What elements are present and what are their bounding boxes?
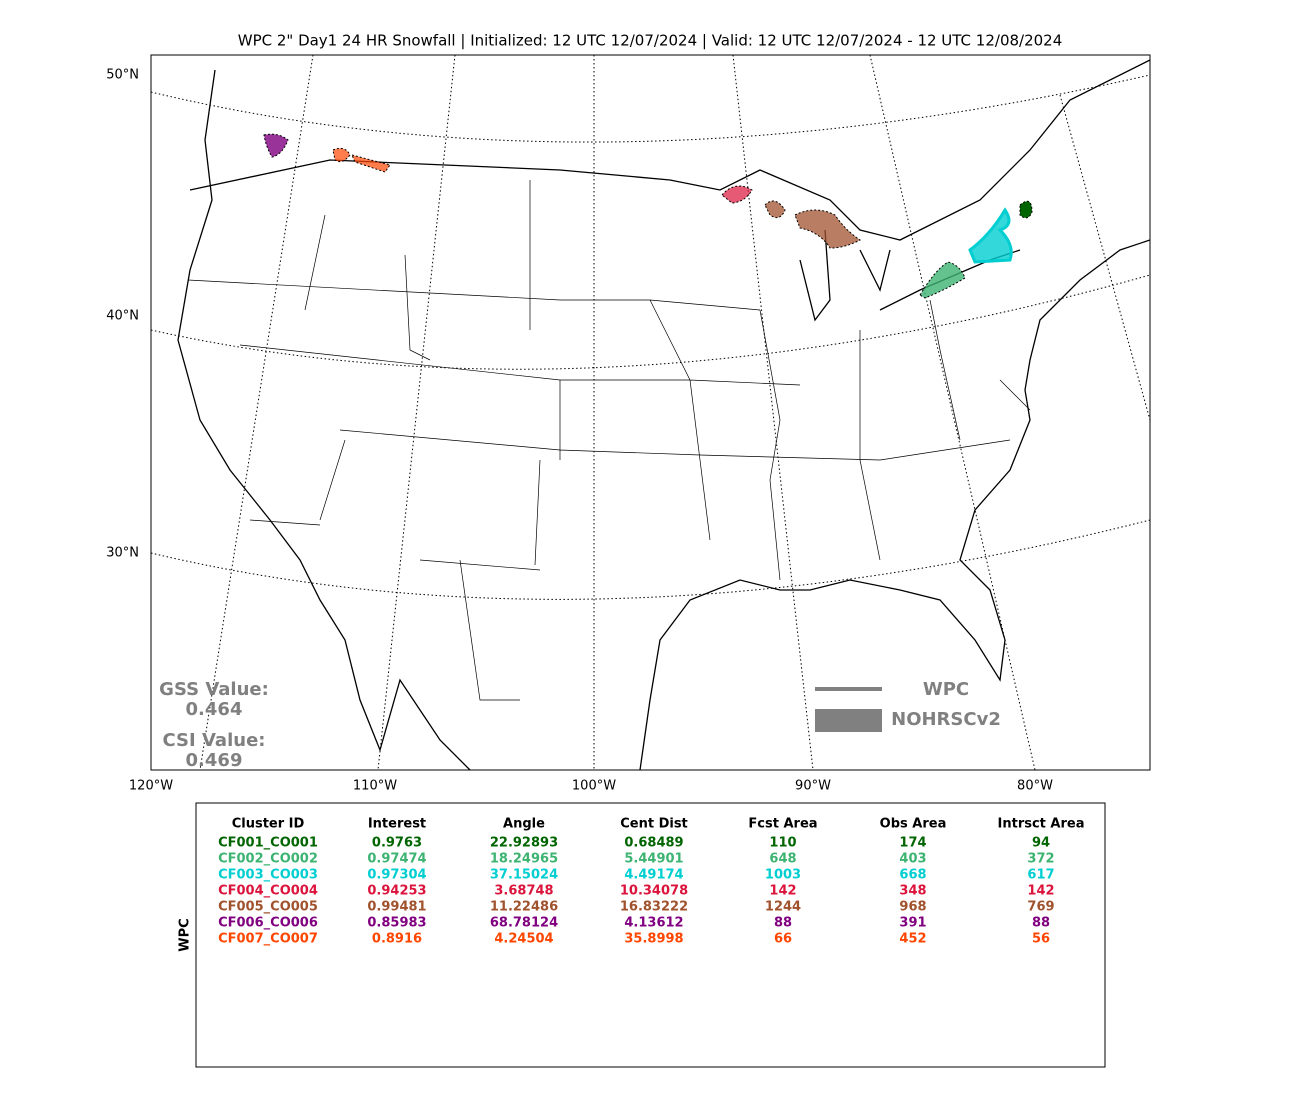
column-header: Cluster ID (232, 817, 305, 832)
column-header: Fcst Area (748, 817, 817, 832)
table-cell: 617 (1027, 868, 1054, 883)
table-cell: 35.8998 (624, 932, 683, 947)
column-header: Cent Dist (620, 817, 688, 832)
table-cell: 22.92893 (490, 836, 558, 851)
legend-label: WPC (923, 679, 969, 700)
table-cell: 668 (899, 868, 926, 883)
table-cell: CF003_CO003 (218, 868, 318, 883)
csi-label: CSI Value: (163, 730, 266, 751)
cluster (968, 207, 1013, 264)
meridian (1059, 94, 1150, 421)
stats-table: WPC Cluster ID Interest Angle Cent Dist Fcst… (178, 802, 1106, 1068)
table-cell: 769 (1027, 900, 1054, 915)
border (189, 59, 1150, 241)
column-header: Obs Area (880, 817, 947, 832)
table-cell: 0.99481 (367, 900, 426, 915)
table-cell: 142 (1027, 884, 1054, 899)
table-cell: 391 (899, 916, 926, 931)
table-cell: CF007_CO007 (218, 932, 318, 947)
table-cell: 0.97304 (367, 868, 426, 883)
table-cell: 4.13612 (624, 916, 683, 931)
table-cell: 0.97474 (367, 852, 426, 867)
table-cell: 348 (899, 884, 926, 899)
table-cell: 0.94253 (367, 884, 426, 899)
cluster (764, 200, 861, 249)
table-cell: 88 (1032, 916, 1050, 931)
lat-label: 40°N (106, 309, 139, 324)
column-header: Intrsct Area (998, 817, 1085, 832)
column-header: Interest (368, 817, 426, 832)
gss-value: 0.464 (186, 699, 243, 720)
map-frame (150, 54, 1151, 771)
table-cell: 0.85983 (367, 916, 426, 931)
table-cell: 648 (769, 852, 796, 867)
table-cell: 403 (899, 852, 926, 867)
table-cell: 4.49174 (624, 868, 683, 883)
cluster (721, 185, 753, 204)
table-cell: 66 (774, 932, 792, 947)
table-cell: 1244 (765, 900, 801, 915)
table-cell: CF006_CO006 (218, 916, 318, 931)
lon-label: 120°W (129, 779, 173, 794)
lon-label: 90°W (795, 779, 831, 794)
table-cell: 3.68748 (494, 884, 553, 899)
table-cell: 56 (1032, 932, 1050, 947)
table-cell: 452 (899, 932, 926, 947)
table-cell: 968 (899, 900, 926, 915)
table-cell: 68.78124 (490, 916, 558, 931)
table-cell: CF001_CO001 (218, 836, 318, 851)
map: 50°N 40°N 30°N 120°W 110°W 100°W 90°W 80… (106, 54, 1151, 794)
table-cell: 18.24965 (490, 852, 558, 867)
table-cell: 372 (1027, 852, 1054, 867)
lon-label: 80°W (1017, 779, 1053, 794)
column-header: Angle (503, 817, 545, 832)
table-cell: 0.68489 (624, 836, 683, 851)
cluster (919, 261, 966, 299)
table-cell: 142 (769, 884, 796, 899)
table-cell: 37.15024 (490, 868, 558, 883)
table-cell: 10.34078 (620, 884, 688, 899)
parallel (151, 274, 1150, 370)
gss-label: GSS Value: (159, 679, 269, 700)
legend-patch (815, 709, 882, 732)
table-cell: CF004_CO004 (218, 884, 318, 899)
coastline (177, 69, 1150, 770)
lat-label: 30°N (106, 546, 139, 561)
table-cell: CF002_CO002 (218, 852, 318, 867)
lon-label: 100°W (572, 779, 616, 794)
snow-clusters (263, 133, 1033, 299)
table-cell: 110 (769, 836, 796, 851)
csi-value: 0.469 (186, 750, 243, 771)
table-cell: 1003 (765, 868, 801, 883)
table-cell: 4.24504 (494, 932, 553, 947)
lon-label: 110°W (353, 779, 397, 794)
table-cell: 174 (899, 836, 926, 851)
table-cell: 11.22486 (490, 900, 558, 915)
cluster (263, 133, 289, 158)
title: WPC 2" Day1 24 HR Snowfall | Initialized… (238, 32, 1063, 50)
meridian (199, 55, 314, 770)
cluster (1019, 200, 1033, 219)
cluster (332, 147, 391, 173)
table-cell: CF005_CO005 (218, 900, 318, 915)
lat-label: 50°N (106, 68, 139, 83)
table-frame (195, 802, 1106, 1068)
table-cell: 88 (774, 916, 792, 931)
table-cell: 16.83222 (620, 900, 688, 915)
table-cell: 0.9763 (372, 836, 422, 851)
side-label: WPC (178, 918, 193, 951)
table-cell: 5.44901 (624, 852, 683, 867)
state-lines (187, 180, 1031, 701)
table-cell: 94 (1032, 836, 1050, 851)
table-cell: 0.8916 (372, 932, 422, 947)
legend-label: NOHRSCv2 (891, 709, 1001, 730)
